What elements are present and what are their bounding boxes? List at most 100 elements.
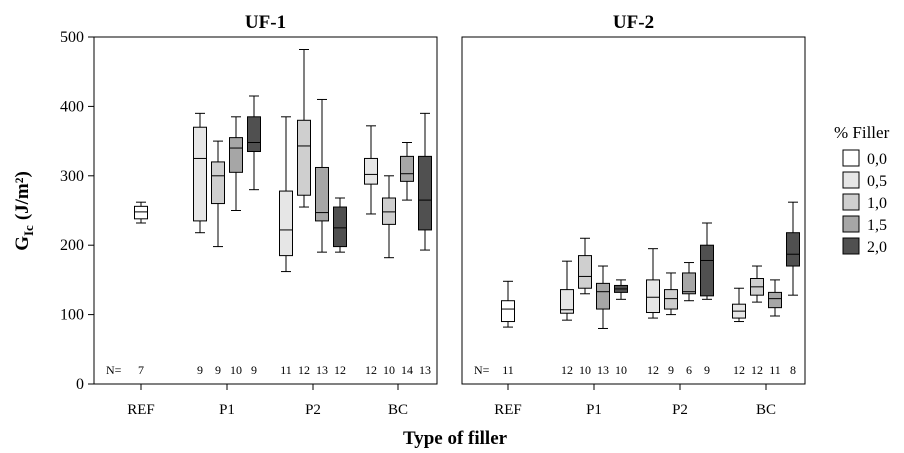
box-p2-1-5: 13 xyxy=(315,98,329,377)
x-tick-label: P2 xyxy=(672,402,688,418)
y-tick-label: 0 xyxy=(76,376,84,393)
iqr-box xyxy=(211,161,225,205)
legend-item: 1,5 xyxy=(842,215,887,234)
n-count-label: 12 xyxy=(334,363,346,377)
legend-label: 1,5 xyxy=(867,217,887,234)
iqr-box xyxy=(247,116,261,153)
x-tick-label: BC xyxy=(388,402,408,418)
n-count-label: 12 xyxy=(647,363,659,377)
n-count-label: 11 xyxy=(502,363,514,377)
box-p1-0-5: 9 xyxy=(193,112,207,377)
iqr-box xyxy=(297,119,311,196)
n-count-label: 12 xyxy=(298,363,310,377)
n-count-label: 10 xyxy=(579,363,591,377)
y-axis-title: GIc (J/m²) xyxy=(12,171,36,251)
n-count-label: 9 xyxy=(251,363,257,377)
legend-label: 0,0 xyxy=(867,151,887,168)
y-tick-label: 200 xyxy=(60,237,84,254)
box-p1-1-5: 13 xyxy=(596,265,610,377)
iqr-box xyxy=(418,155,432,231)
x-tick-label: REF xyxy=(127,402,155,418)
box-bc-0-5: 12 xyxy=(732,287,746,377)
panel-title: UF-2 xyxy=(613,12,654,33)
y-tick-label: 100 xyxy=(60,307,84,324)
iqr-box xyxy=(400,155,414,182)
box-bc-0-5: 12 xyxy=(364,125,378,377)
box-p2-1-0: 9 xyxy=(664,272,678,377)
y-tick-label: 300 xyxy=(60,168,84,185)
group-bc: BC 12 12 11 8 xyxy=(732,201,800,418)
x-tick-label: REF xyxy=(494,402,522,418)
n-count-label: 13 xyxy=(597,363,609,377)
legend-label: 1,0 xyxy=(867,195,887,212)
n-count-label: 10 xyxy=(383,363,395,377)
iqr-box xyxy=(664,289,678,310)
svg-text:GIc(J/m²): GIc (J/m²) xyxy=(12,171,36,251)
n-count-label: 12 xyxy=(751,363,763,377)
legend-item: 0,0 xyxy=(842,149,887,168)
y-tick-label: 400 xyxy=(60,98,84,115)
iqr-box xyxy=(382,197,396,225)
n-count-label: 7 xyxy=(138,363,144,377)
legend-item: 0,5 xyxy=(842,171,887,190)
panel-title: UF-1 xyxy=(245,12,286,33)
y-axis-title-unit: (J/m²) xyxy=(12,171,33,220)
box-ref-0-0: 11 xyxy=(501,280,515,377)
iqr-box xyxy=(768,291,782,309)
n-count-label: 12 xyxy=(733,363,745,377)
box-bc-1-0: 12 xyxy=(750,265,764,377)
y-tick-label: 500 xyxy=(60,29,84,46)
iqr-box xyxy=(315,166,329,222)
n-prefix: N= xyxy=(474,363,490,377)
group-p2: P2 11 12 13 12 xyxy=(279,48,347,418)
legend-label: 2,0 xyxy=(867,239,887,256)
legend: % Filler 0,0 0,5 1,0 1,5 2,0 xyxy=(834,123,890,256)
x-tick-label: BC xyxy=(756,402,776,418)
legend-swatch xyxy=(842,193,860,211)
x-tick-label: P1 xyxy=(586,402,602,418)
n-count-label: 13 xyxy=(316,363,328,377)
y-axis-title-subscript: Ic xyxy=(21,225,36,236)
x-tick-label: P2 xyxy=(305,402,321,418)
n-count-label: 9 xyxy=(215,363,221,377)
n-count-label: 10 xyxy=(615,363,627,377)
n-count-label: 11 xyxy=(769,363,781,377)
legend-label: 0,5 xyxy=(867,173,887,190)
group-p1: P19 9 10 9 xyxy=(193,95,261,418)
box-p2-0-5: 12 xyxy=(646,248,660,377)
legend-swatch xyxy=(842,237,860,255)
iqr-box xyxy=(646,279,660,314)
group-ref: REF 7 xyxy=(127,201,155,418)
n-count-label: 12 xyxy=(365,363,377,377)
plot-frame xyxy=(93,36,438,385)
box-p1-2-0: 10 xyxy=(614,279,628,377)
n-count-label: 14 xyxy=(401,363,413,377)
box-bc-2-0: 13 xyxy=(418,112,432,377)
n-prefix: N= xyxy=(106,363,122,377)
legend-swatch xyxy=(842,149,860,167)
n-count-label: 13 xyxy=(419,363,431,377)
legend-swatch xyxy=(842,171,860,189)
box-p2-2-0: 9 xyxy=(700,222,714,377)
iqr-box xyxy=(279,190,293,257)
n-count-label: 9 xyxy=(704,363,710,377)
iqr-box xyxy=(364,157,378,185)
iqr-box xyxy=(682,272,696,295)
x-tick-label: P1 xyxy=(219,402,235,418)
iqr-box xyxy=(596,282,610,310)
iqr-box xyxy=(578,255,592,289)
n-count-label: 12 xyxy=(561,363,573,377)
box-p1-1-0: 9 xyxy=(211,140,225,377)
box-p2-0-5: 11 xyxy=(279,116,293,377)
box-bc-1-0: 10 xyxy=(382,175,396,377)
legend-swatch xyxy=(842,215,860,233)
iqr-box xyxy=(134,205,148,220)
n-count-label: 9 xyxy=(668,363,674,377)
box-p1-1-0: 10 xyxy=(578,237,592,377)
iqr-box xyxy=(229,137,243,173)
iqr-box xyxy=(700,244,714,297)
n-count-label: 6 xyxy=(686,363,692,377)
